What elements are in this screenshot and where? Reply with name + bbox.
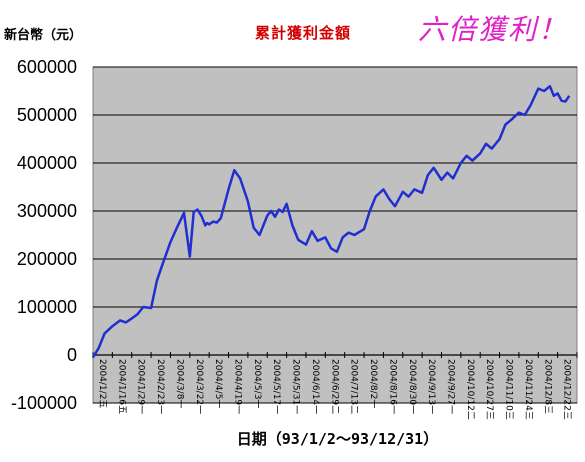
y-axis-title: 新台幣（元）: [4, 28, 83, 43]
y-tick-label: 0: [67, 345, 77, 365]
x-tick-label: 2004/1/16五: [116, 359, 126, 414]
plot-area: [92, 66, 578, 404]
x-tick-label: 2004/4/19一: [233, 359, 243, 414]
x-tick-label: 2004/11/24三: [523, 359, 533, 420]
x-tick-label: 2004/2/23一: [155, 359, 165, 414]
gridlines: [93, 66, 577, 404]
slogan-text: 六倍獲利！: [418, 13, 569, 46]
x-tick-label: 2004/9/13一: [426, 359, 436, 414]
y-tick-label: 400000: [17, 153, 77, 173]
x-tick-label: 2004/12/8三: [542, 359, 552, 414]
y-tick-label: 100000: [17, 297, 77, 317]
y-tick-label: 500000: [17, 105, 77, 125]
x-tick-label: 2004/7/13二: [349, 359, 359, 414]
x-tick-label: 2004/4/5一: [213, 359, 223, 408]
y-tick-label: 200000: [17, 249, 77, 269]
x-tick-label: 2004/8/30一: [407, 359, 417, 414]
x-tick-label: 2004/5/17一: [271, 359, 281, 414]
x-tick-label: 2004/6/29二: [329, 359, 339, 414]
x-tick-label: 2004/6/14一: [310, 359, 320, 414]
x-tick-label: 2004/8/16一: [387, 359, 397, 414]
x-tick-label: 2004/5/31一: [291, 359, 301, 414]
x-tick-label: 2004/10/12二: [465, 359, 475, 420]
x-axis-title: 日期（93/1/2～93/12/31）: [236, 430, 439, 448]
x-tick-label: 2004/1/2五: [97, 359, 107, 408]
y-axis-ticks: 600000 500000 400000 300000 200000 100000 0 -10…: [11, 57, 77, 413]
y-tick-label: 600000: [17, 57, 77, 77]
y-tick-label: 300000: [17, 201, 77, 221]
chart-title: 累計獲利金額: [255, 24, 352, 42]
x-axis-ticks: 2004/1/2五 2004/1/16五 2004/1/29一 2004/2/23一 2…: [92, 352, 578, 420]
x-tick-label: 2004/3/8一: [174, 359, 184, 408]
y-tick-label: -100000: [11, 393, 77, 413]
x-tick-label: 2004/8/2一: [368, 359, 378, 408]
series-line: [91, 84, 571, 359]
x-tick-label: 2004/3/22一: [194, 359, 204, 414]
x-tick-label: 2004/11/10三: [504, 359, 514, 420]
x-tick-label: 2004/10/27三: [484, 359, 494, 420]
x-tick-label: 2004/1/29一: [136, 359, 146, 414]
x-tick-label: 2004/5/3一: [252, 359, 262, 408]
x-tick-label: 2004/12/22三: [562, 359, 572, 420]
x-tick-label: 2004/9/27一: [445, 359, 455, 414]
